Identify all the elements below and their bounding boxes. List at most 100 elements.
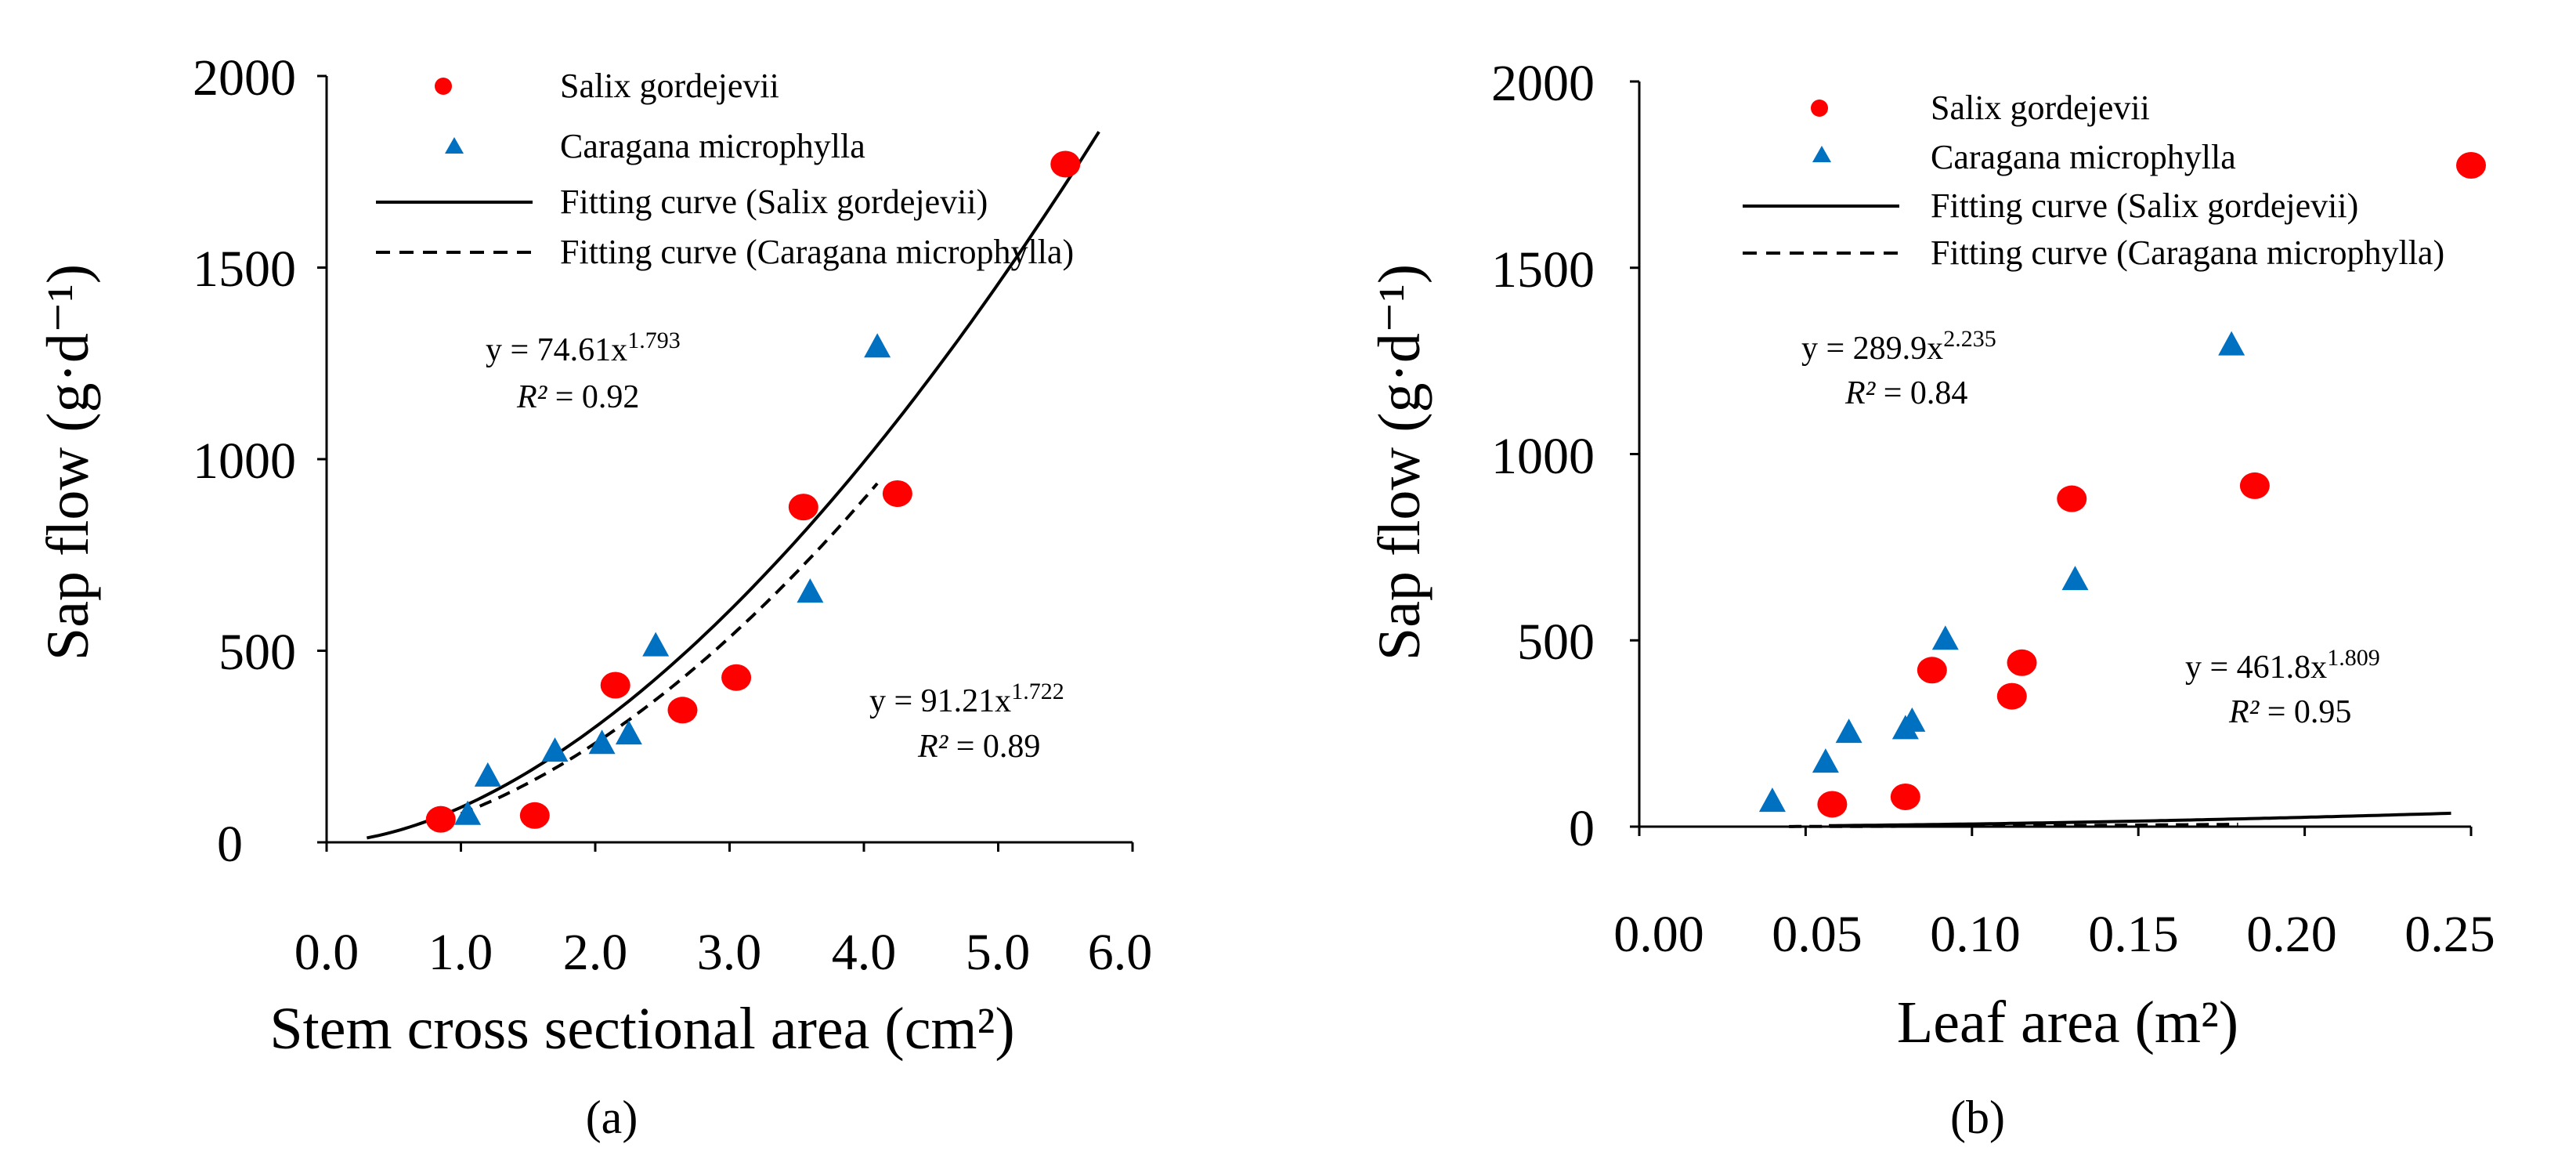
data-point-salix bbox=[788, 494, 818, 521]
x-tick-label: 0.0 bbox=[294, 924, 359, 981]
x-tick-label: 0.15 bbox=[2088, 906, 2179, 963]
r-squared-text: R² = 0.92 bbox=[516, 379, 639, 415]
equation-text: y = 91.21x1.722 bbox=[869, 679, 1064, 719]
legend: Salix gordejevii Caragana microphylla Fi… bbox=[376, 67, 1074, 271]
fit-curve-solid bbox=[366, 131, 1100, 840]
data-point-salix bbox=[1050, 150, 1081, 178]
y-tick-label: 0 bbox=[217, 816, 243, 873]
data-point-salix bbox=[425, 805, 456, 833]
y-tick-label: 500 bbox=[1517, 614, 1595, 671]
data-point-salix bbox=[600, 671, 630, 699]
y-tick-label: 1500 bbox=[193, 241, 296, 298]
equation-text: y = 461.8x1.809 bbox=[2185, 645, 2380, 686]
x-tick-label: 0.25 bbox=[2404, 906, 2495, 963]
equation-text: y = 289.9x2.235 bbox=[1801, 326, 1996, 367]
data-point-caragana bbox=[2061, 566, 2089, 591]
x-tick-labels: 0.00 0.05 0.10 0.15 0.20 0.25 bbox=[1613, 906, 2495, 963]
data-point-caragana bbox=[642, 632, 670, 657]
data-point-salix bbox=[1817, 791, 1848, 818]
plot-area bbox=[366, 131, 1100, 840]
data-point-caragana bbox=[864, 333, 891, 358]
fit-curve-dashed bbox=[1789, 823, 2238, 828]
y-tick-marks bbox=[1630, 80, 1639, 828]
data-point-caragana bbox=[2218, 331, 2245, 356]
x-axis-title: Leaf area (m²) bbox=[1897, 990, 2238, 1055]
x-tick-label: 0.05 bbox=[1772, 906, 1862, 963]
plot-area bbox=[1638, 151, 2486, 836]
equation-annotation-caragana: y = 289.9x2.235 R² = 0.84 bbox=[1801, 326, 1996, 411]
data-point-caragana bbox=[474, 762, 501, 787]
legend-label: Caragana microphylla bbox=[1931, 138, 2236, 176]
x-tick-label: 3.0 bbox=[697, 924, 762, 981]
y-tick-label: 500 bbox=[219, 624, 296, 681]
equation-text: y = 74.61x1.793 bbox=[486, 328, 681, 368]
legend-marker-caragana bbox=[445, 137, 464, 154]
legend-label: Fitting curve (Caragana microphylla) bbox=[560, 233, 1074, 271]
x-axis-title: Stem cross sectional area (cm²) bbox=[269, 996, 1014, 1062]
data-point-salix bbox=[721, 664, 752, 691]
r-squared-text: R² = 0.89 bbox=[917, 729, 1040, 765]
legend-label: Fitting curve (Salix gordejevii) bbox=[560, 183, 988, 221]
legend-label: Salix gordejevii bbox=[560, 67, 779, 105]
x-tick-labels: 0.0 1.0 2.0 3.0 4.0 5.0 6.0 bbox=[294, 924, 1153, 981]
data-point-caragana bbox=[1812, 748, 1839, 773]
data-point-caragana bbox=[1931, 625, 1959, 650]
legend-marker-salix bbox=[1811, 100, 1828, 117]
legend-label: Caragana microphylla bbox=[560, 127, 865, 165]
legend-marker-caragana bbox=[1812, 146, 1831, 162]
y-tick-marks bbox=[317, 74, 327, 844]
data-point-salix bbox=[519, 802, 550, 829]
data-point-caragana bbox=[1758, 787, 1786, 813]
panel-label: (b) bbox=[1950, 1091, 2005, 1143]
data-point-caragana bbox=[454, 800, 482, 825]
x-tick-label: 2.0 bbox=[563, 924, 628, 981]
data-point-salix bbox=[2057, 485, 2087, 512]
y-tick-label: 1000 bbox=[193, 433, 296, 490]
data-point-caragana bbox=[1899, 707, 1926, 732]
legend: Salix gordejevii Caragana microphylla Fi… bbox=[1743, 89, 2444, 272]
axes bbox=[317, 74, 1134, 852]
y-tick-label: 2000 bbox=[1491, 55, 1595, 112]
y-tick-label: 2000 bbox=[193, 49, 296, 107]
y-tick-label: 0 bbox=[1569, 800, 1595, 857]
panel-label: (a) bbox=[586, 1091, 638, 1143]
x-tick-label: 0.20 bbox=[2246, 906, 2337, 963]
legend-marker-salix bbox=[435, 78, 452, 95]
fit-curve-dashed bbox=[460, 482, 879, 816]
y-tick-labels: 2000 1500 1000 500 0 bbox=[193, 49, 296, 873]
y-axis-title: Sap flow (g·d⁻¹) bbox=[1367, 264, 1433, 661]
r-squared-text: R² = 0.95 bbox=[2228, 694, 2351, 730]
x-tick-label: 0.10 bbox=[1930, 906, 2021, 963]
y-axis-title: Sap flow (g·d⁻¹) bbox=[35, 264, 101, 661]
data-point-salix bbox=[1917, 657, 1947, 684]
data-point-salix bbox=[1890, 783, 1920, 810]
data-point-salix bbox=[667, 697, 698, 724]
data-point-salix bbox=[2456, 151, 2486, 179]
y-tick-labels: 2000 1500 1000 500 0 bbox=[1491, 55, 1595, 857]
data-point-salix bbox=[2239, 472, 2270, 499]
data-point-salix bbox=[2007, 649, 2037, 676]
x-tick-marks bbox=[325, 842, 1134, 852]
y-tick-label: 1000 bbox=[1491, 428, 1595, 485]
data-point-caragana bbox=[797, 578, 824, 603]
x-tick-label: 5.0 bbox=[966, 924, 1031, 981]
equation-annotation-caragana: y = 74.61x1.793 R² = 0.92 bbox=[486, 328, 681, 415]
r-squared-text: R² = 0.84 bbox=[1844, 375, 1967, 411]
x-tick-label: 4.0 bbox=[832, 924, 897, 981]
x-tick-label: 6.0 bbox=[1088, 924, 1153, 981]
legend-label: Salix gordejevii bbox=[1931, 89, 2150, 127]
fit-curve-solid bbox=[1829, 811, 2451, 827]
data-point-caragana bbox=[541, 737, 569, 762]
data-point-caragana bbox=[615, 720, 642, 745]
legend-label: Fitting curve (Caragana microphylla) bbox=[1931, 233, 2444, 272]
legend-label: Fitting curve (Salix gordejevii) bbox=[1931, 186, 2358, 225]
chart-panel-a: 2000 1500 1000 500 0 0.0 1.0 2.0 3.0 4.0… bbox=[35, 49, 1152, 1143]
x-tick-label: 1.0 bbox=[428, 924, 493, 981]
data-point-salix bbox=[882, 480, 912, 508]
equation-annotation-salix: y = 461.8x1.809 R² = 0.95 bbox=[2185, 645, 2380, 730]
chart-panel-b: 2000 1500 1000 500 0 0.00 0.05 0.10 0.15… bbox=[1367, 55, 2495, 1143]
data-point-caragana bbox=[588, 729, 616, 755]
y-tick-label: 1500 bbox=[1491, 241, 1595, 299]
equation-annotation-salix: y = 91.21x1.722 R² = 0.89 bbox=[869, 679, 1064, 765]
